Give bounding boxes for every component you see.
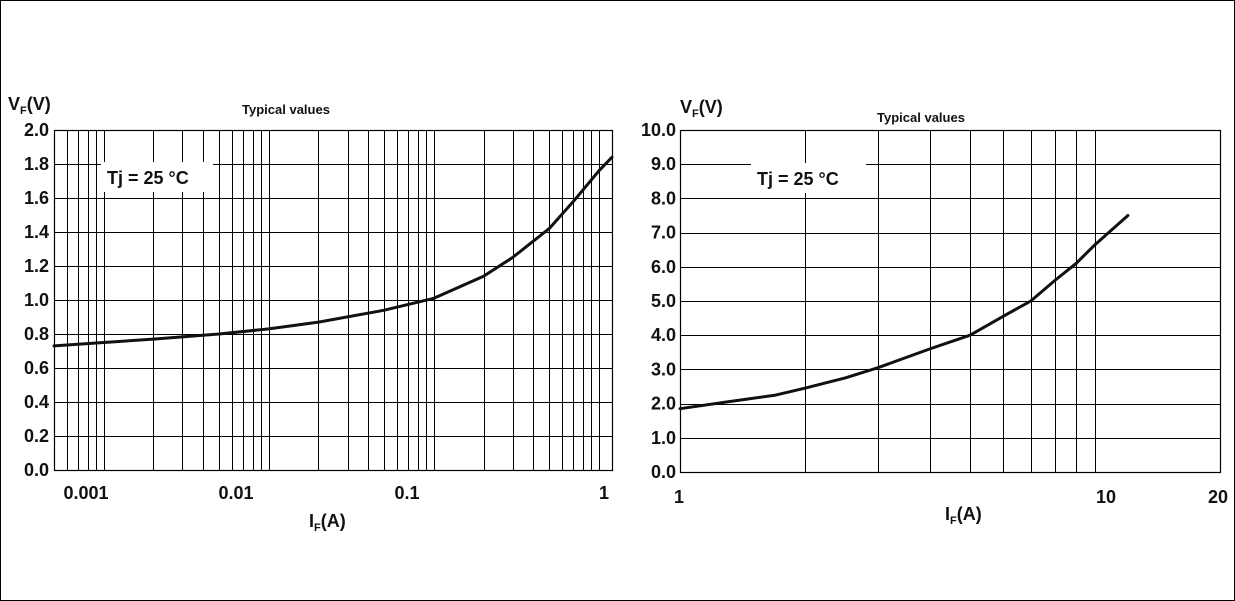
charts-root: Tj = 25 °C 0.0 0.2 0.4 0.6 0.8 1.0 1.2 1.4 1.6 1.8… bbox=[8, 94, 1228, 534]
y-tick-label: 2.0 bbox=[24, 120, 49, 140]
y-tick-label: 2.0 bbox=[651, 394, 676, 414]
y-tick-label: 0.6 bbox=[24, 358, 49, 378]
y-tick-label: 0.8 bbox=[24, 324, 49, 344]
y-tick-label: 5.0 bbox=[651, 291, 676, 311]
y-tick-label: 0.0 bbox=[24, 460, 49, 480]
temperature-annotation: Tj = 25 °C bbox=[757, 169, 839, 189]
y-tick-label: 1.4 bbox=[24, 222, 49, 242]
series-line bbox=[52, 155, 614, 348]
chart-title: Typical values bbox=[877, 110, 965, 125]
y-tick-label: 7.0 bbox=[651, 223, 676, 243]
y-tick-label: 9.0 bbox=[651, 154, 676, 174]
x-tick-label: 0.001 bbox=[63, 483, 108, 503]
y-tick-label: 1.0 bbox=[24, 290, 49, 310]
x-axis-label-unit: (A) bbox=[957, 504, 982, 524]
y-axis-label-subscript: F bbox=[692, 108, 699, 120]
x-axis-label-subscript: F bbox=[950, 515, 957, 527]
annotation-background bbox=[751, 163, 866, 193]
y-tick-label: 1.0 bbox=[651, 428, 676, 448]
x-tick-label: 20 bbox=[1208, 487, 1228, 507]
chart-1: Tj = 25 °C 0.0 0.2 0.4 0.6 0.8 1.0 1.2 1.4 1.6 1.8… bbox=[8, 94, 614, 534]
x-axis-label-unit: (A) bbox=[321, 511, 346, 531]
y-tick-label: 1.8 bbox=[24, 154, 49, 174]
plot-area-border bbox=[53, 129, 614, 472]
y-axis-label-main: V bbox=[680, 97, 692, 117]
y-tick-label: 0.2 bbox=[24, 426, 49, 446]
x-axis-label: IF(A) bbox=[945, 504, 982, 527]
y-axis-label-main: V bbox=[8, 94, 20, 114]
y-axis-label-unit: (V) bbox=[27, 94, 51, 114]
chart-2: Tj = 25 °C 0.0 1.0 2.0 3.0 4.0 5.0 6.0 7.0 8.0 9.0… bbox=[641, 97, 1228, 527]
y-tick-label: 10.0 bbox=[641, 120, 676, 140]
x-axis-label-main: I bbox=[309, 511, 314, 531]
y-axis-label-unit: (V) bbox=[699, 97, 723, 117]
y-axis-label: VF(V) bbox=[8, 94, 51, 117]
x-tick-label: 1 bbox=[674, 487, 684, 507]
annotation-background bbox=[101, 162, 213, 192]
y-axis-label-subscript: F bbox=[20, 105, 27, 117]
x-axis-label: IF(A) bbox=[309, 511, 346, 534]
plot-area-border bbox=[679, 129, 1222, 474]
y-tick-label: 0.0 bbox=[651, 462, 676, 482]
y-tick-label: 4.0 bbox=[651, 325, 676, 345]
y-tick-label: 0.4 bbox=[24, 392, 49, 412]
y-tick-label: 8.0 bbox=[651, 188, 676, 208]
y-tick-label: 3.0 bbox=[651, 359, 676, 379]
x-tick-label: 0.1 bbox=[394, 483, 419, 503]
y-axis-label: VF(V) bbox=[680, 97, 723, 120]
x-tick-label: 10 bbox=[1096, 487, 1116, 507]
y-tick-label: 6.0 bbox=[651, 257, 676, 277]
x-tick-label: 1 bbox=[599, 483, 609, 503]
y-tick-label: 1.6 bbox=[24, 188, 49, 208]
chart-title: Typical values bbox=[242, 102, 330, 117]
temperature-annotation: Tj = 25 °C bbox=[107, 168, 189, 188]
x-axis-label-main: I bbox=[945, 504, 950, 524]
x-axis-label-subscript: F bbox=[314, 522, 321, 534]
series-line bbox=[678, 214, 1130, 411]
y-tick-label: 1.2 bbox=[24, 256, 49, 276]
x-tick-label: 0.01 bbox=[218, 483, 253, 503]
